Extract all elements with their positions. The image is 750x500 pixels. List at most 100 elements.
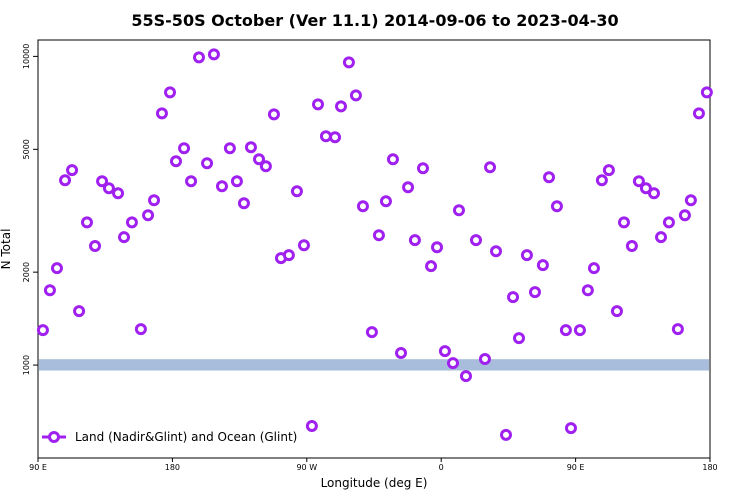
- point: [573, 324, 586, 337]
- point: [655, 231, 668, 244]
- point: [169, 155, 182, 168]
- point: [662, 216, 675, 229]
- point: [490, 245, 503, 258]
- point: [319, 130, 332, 143]
- point: [230, 175, 243, 188]
- point: [112, 187, 125, 200]
- point: [223, 142, 236, 155]
- point: [164, 86, 177, 99]
- point: [349, 89, 362, 102]
- point: [478, 353, 491, 366]
- point: [148, 194, 161, 207]
- point: [425, 260, 438, 273]
- x-tick-label: 0: [439, 463, 444, 472]
- point: [550, 200, 563, 213]
- point: [290, 185, 303, 198]
- point: [237, 197, 250, 210]
- point: [581, 284, 594, 297]
- x-tick-label: 90 E: [29, 463, 47, 472]
- point: [648, 187, 660, 200]
- band: [39, 359, 709, 371]
- y-tick-label: 2000: [22, 262, 31, 282]
- point: [484, 161, 497, 174]
- point: [595, 174, 608, 187]
- point: [80, 216, 93, 229]
- point: [125, 216, 138, 229]
- point: [334, 100, 347, 113]
- point: [253, 153, 266, 166]
- point: [459, 370, 472, 383]
- point: [386, 153, 399, 166]
- point: [66, 164, 79, 177]
- point: [469, 234, 482, 247]
- y-tick-label: 1000: [22, 355, 31, 375]
- point: [446, 357, 459, 370]
- point: [700, 86, 713, 99]
- point: [305, 419, 318, 432]
- point: [36, 324, 49, 337]
- point: [520, 249, 533, 262]
- point: [639, 182, 652, 195]
- point: [500, 428, 513, 441]
- y-tick-label: 5000: [22, 139, 31, 159]
- point: [610, 305, 623, 318]
- point: [402, 181, 415, 194]
- x-tick-label: 90 W: [296, 463, 317, 472]
- point: [142, 209, 155, 222]
- point: [215, 180, 228, 193]
- point: [431, 241, 444, 254]
- point: [632, 175, 645, 188]
- point: [365, 326, 378, 339]
- point: [507, 291, 520, 304]
- point: [692, 107, 705, 120]
- point: [342, 56, 355, 69]
- point: [134, 323, 147, 336]
- point: [564, 422, 577, 435]
- point: [43, 284, 56, 297]
- point: [50, 262, 63, 275]
- point: [297, 239, 310, 252]
- legend-label: Land (Nadir&Glint) and Ocean (Glint): [75, 430, 297, 444]
- point: [602, 164, 615, 177]
- plot-frame: [37, 39, 711, 459]
- point: [513, 332, 526, 345]
- point: [102, 182, 115, 195]
- point: [625, 240, 638, 253]
- point: [438, 345, 451, 358]
- legend-marker: [48, 431, 60, 443]
- point: [207, 48, 220, 61]
- point: [416, 162, 429, 175]
- point: [192, 51, 205, 64]
- x-tick-label: 90 E: [567, 463, 585, 472]
- point: [329, 131, 342, 144]
- point: [408, 234, 421, 247]
- chart-title: 55S-50S October (Ver 11.1) 2014-09-06 to…: [131, 11, 618, 30]
- point: [671, 323, 684, 336]
- y-axis-label: N Total: [0, 229, 13, 270]
- point: [59, 174, 72, 187]
- point: [536, 259, 549, 272]
- point: [282, 249, 295, 262]
- y-tick-label: 10000: [22, 44, 31, 69]
- point: [678, 209, 691, 222]
- point: [244, 141, 257, 154]
- point: [379, 195, 392, 208]
- point: [543, 171, 556, 184]
- x-tick-label: 180: [702, 463, 717, 472]
- point: [178, 142, 191, 155]
- x-tick-label: 180: [165, 463, 180, 472]
- point: [356, 200, 369, 213]
- point: [201, 157, 214, 170]
- point: [372, 229, 385, 242]
- point: [73, 305, 86, 318]
- point: [617, 216, 630, 229]
- point: [185, 175, 198, 188]
- point: [155, 107, 168, 120]
- point: [259, 160, 272, 173]
- point: [684, 194, 697, 207]
- point: [587, 262, 600, 275]
- point: [118, 231, 131, 244]
- point: [452, 204, 465, 217]
- point: [96, 175, 109, 188]
